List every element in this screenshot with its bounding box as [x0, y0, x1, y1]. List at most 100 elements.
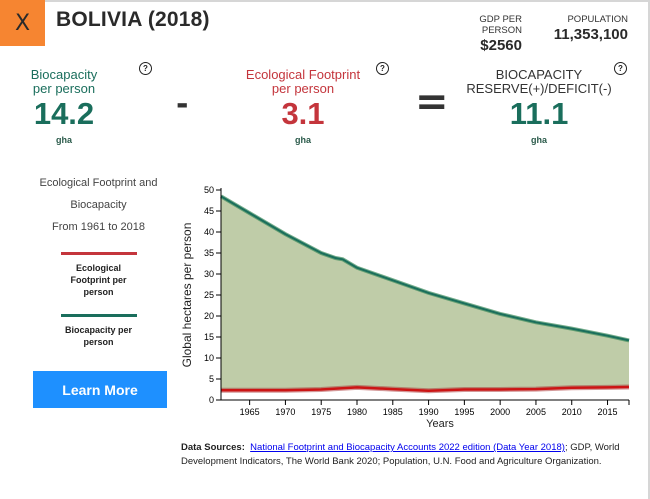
sources-prefix: Data Sources: — [181, 442, 245, 453]
biocapacity-legend-label: Biocapacity per person — [26, 324, 171, 348]
x-tick-label-2005: 2005 — [526, 407, 546, 417]
close-button[interactable]: X — [0, 0, 45, 46]
population-value: 11,353,100 — [553, 26, 628, 43]
biocapacity-point — [464, 303, 466, 305]
gdp-value: $2560 — [480, 37, 522, 54]
sidebar-title-line1: Ecological Footprint and — [39, 177, 158, 189]
biocapacity-metric: Biocapacity per person 14.2 gha — [14, 67, 114, 146]
footprint-point — [285, 390, 287, 392]
learn-more-button[interactable]: Learn More — [33, 371, 167, 408]
biocapacity-unit: gha — [55, 135, 72, 145]
footprint-label-line1: Ecological Footprint — [245, 67, 361, 82]
biocapacity-value: 14.2 — [33, 96, 95, 131]
biocapacity-point — [249, 212, 251, 214]
y-tick-label-15: 15 — [204, 332, 214, 342]
biocapacity-legend-swatch — [60, 314, 137, 317]
chart-sidebar: Ecological Footprint and Biocapacity Fro… — [26, 172, 171, 348]
x-axis-label: Years — [426, 418, 454, 430]
footprint-line — [221, 385, 630, 393]
x-tick-label-1980: 1980 — [347, 407, 367, 417]
footprint-legend-line3: person — [83, 287, 114, 297]
reserve-label-line2: RESERVE(+)/DEFICIT(-) — [466, 81, 612, 96]
x-tick-label-2015: 2015 — [598, 407, 618, 417]
footprint-legend-line2: Footprint per — [70, 275, 127, 285]
biocapacity-help-icon[interactable]: ? — [139, 62, 152, 75]
sources-rest: ; GDP, World Development Indicators, The… — [181, 442, 620, 467]
minus-operator: - — [176, 87, 189, 122]
biocapacity-legend-line1: Biocapacity per — [64, 325, 133, 335]
y-tick-label-10: 10 — [204, 353, 214, 363]
biocapacity-line — [220, 195, 630, 342]
population-label: POPULATION — [567, 14, 628, 25]
y-tick-label-30: 30 — [204, 269, 214, 279]
x-tick-label-1970: 1970 — [275, 407, 295, 417]
y-tick-label-35: 35 — [204, 248, 214, 258]
biocapacity-point — [428, 292, 430, 294]
footprint-point — [249, 390, 251, 392]
gdp-label: GDP PER PERSON — [479, 14, 522, 36]
biocapacity-label-line1: Biocapacity — [30, 67, 98, 82]
footprint-point — [499, 389, 501, 391]
x-tick-label-1995: 1995 — [454, 407, 474, 417]
biocapacity-point — [356, 267, 358, 269]
footprint-point — [392, 388, 394, 390]
biocapacity-point — [571, 328, 573, 330]
y-tick-label-50: 50 — [204, 185, 214, 195]
footprint-value: 3.1 — [281, 96, 325, 131]
footprint-legend-swatch — [60, 252, 137, 255]
footprint-metric: Ecological Footprint per person 3.1 gha — [228, 67, 378, 146]
reserve-label-line1: BIOCAPACITY — [495, 67, 583, 82]
biocapacity-point — [499, 313, 501, 315]
biocapacity-point — [320, 252, 322, 254]
footprint-point — [535, 388, 537, 390]
y-axis-label: Global hectares per person — [180, 223, 194, 368]
reserve-unit: gha — [530, 135, 547, 145]
reserve-metric: BIOCAPACITY RESERVE(+)/DEFICIT(-) 11.1 g… — [465, 67, 613, 146]
gdp-stat: GDP PER PERSON $2560 — [440, 14, 522, 54]
biocapacity-point — [335, 257, 337, 259]
footprint-point — [464, 389, 466, 391]
footprint-label-line2: per person — [271, 81, 335, 96]
y-tick-label-45: 45 — [204, 206, 214, 216]
footprint-point — [356, 387, 358, 389]
y-tick-label-5: 5 — [209, 374, 214, 384]
sources-link[interactable]: National Footprint and Biocapacity Accou… — [250, 442, 565, 453]
footprint-legend-label: Ecological Footprint per person — [26, 262, 171, 298]
close-icon[interactable]: X — [14, 10, 31, 36]
y-tick-label-20: 20 — [204, 311, 214, 321]
biocapacity-legend-line2: person — [83, 337, 114, 347]
x-tick-label-1990: 1990 — [419, 407, 439, 417]
data-sources: Data Sources: National Footprint and Bio… — [181, 441, 631, 468]
biocapacity-point — [535, 322, 537, 324]
biocapacity-point — [392, 280, 394, 282]
footprint-point — [571, 387, 573, 389]
equals-operator: = — [415, 79, 449, 125]
reserve-value: 11.1 — [509, 96, 569, 131]
y-tick-label-25: 25 — [204, 290, 214, 300]
biocapacity-point — [342, 259, 344, 261]
reserve-help-icon[interactable]: ? — [614, 62, 627, 75]
x-tick-label-2000: 2000 — [490, 407, 510, 417]
footprint-point — [628, 386, 630, 388]
country-title: BOLIVIA (2018) — [56, 8, 210, 31]
footprint-legend-line1: Ecological — [75, 263, 121, 273]
y-tick-label-0: 0 — [209, 395, 214, 405]
population-stat: POPULATION 11,353,100 — [540, 14, 628, 43]
biocapacity-point — [628, 340, 630, 342]
footprint-point — [607, 387, 609, 389]
sidebar-title-line2: Biocapacity — [70, 199, 127, 211]
x-tick-label-1975: 1975 — [311, 407, 331, 417]
footprint-help-icon[interactable]: ? — [376, 62, 389, 75]
biocapacity-point — [607, 335, 609, 337]
biocapacity-label-line2: per person — [32, 81, 96, 96]
y-tick-label-40: 40 — [204, 227, 214, 237]
x-tick-label-2010: 2010 — [562, 407, 582, 417]
footprint-point — [320, 389, 322, 391]
x-tick-label-1985: 1985 — [383, 407, 403, 417]
biocapacity-point — [285, 233, 287, 235]
sidebar-title-line3: From 1961 to 2018 — [52, 221, 145, 233]
footprint-point — [428, 390, 430, 392]
footprint-unit: gha — [294, 135, 311, 145]
